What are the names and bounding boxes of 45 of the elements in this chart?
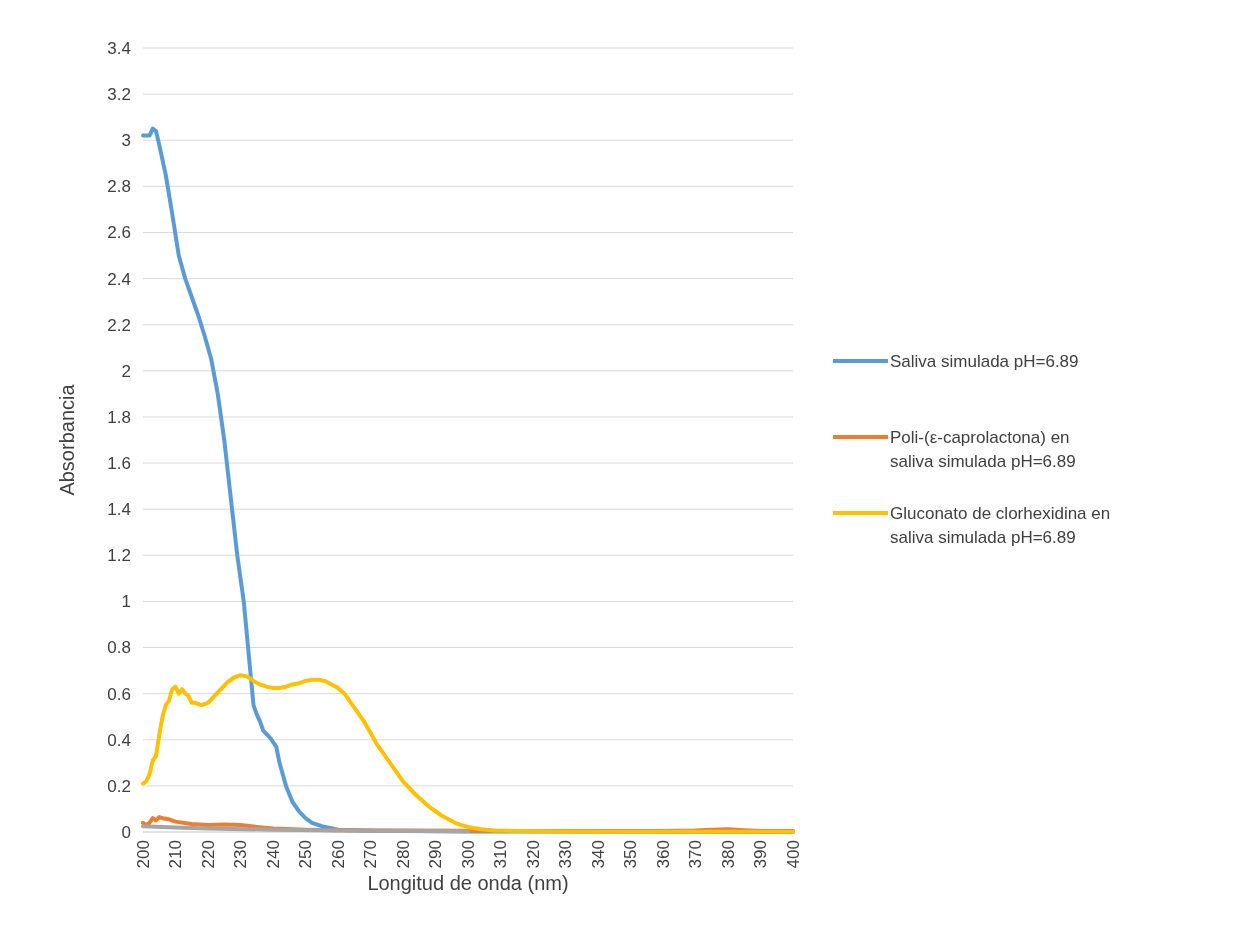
y-tick-label: 0.8	[107, 638, 131, 658]
y-tick-label: 0	[121, 822, 131, 842]
x-tick-label: 330	[556, 840, 576, 869]
y-tick-label: 2.4	[107, 269, 131, 289]
x-tick-label: 200	[133, 840, 153, 869]
x-tick-label: 300	[458, 840, 478, 869]
y-tick-label: 1.6	[107, 454, 131, 474]
y-tick-label: 3.2	[107, 85, 131, 105]
y-tick-label: 0.6	[107, 684, 131, 704]
y-tick-label: 3	[121, 131, 131, 151]
x-tick-label: 320	[523, 840, 543, 869]
x-tick-label: 250	[296, 840, 316, 869]
x-axis-title: Longitud de onda (nm)	[367, 872, 569, 894]
x-tick-label: 390	[751, 840, 771, 869]
y-tick-label: 2.6	[107, 223, 131, 243]
x-tick-label: 290	[426, 840, 446, 869]
x-tick-label: 240	[263, 840, 283, 869]
y-tick-label: 1.2	[107, 546, 131, 566]
x-tick-label: 220	[198, 840, 218, 869]
x-tick-label: 270	[361, 840, 381, 869]
y-tick-label: 1	[121, 592, 131, 612]
legend-label: Saliva simulada pH=6.89	[890, 352, 1079, 371]
x-tick-label: 230	[231, 840, 251, 869]
line-series	[141, 673, 795, 834]
x-tick-label: 380	[718, 840, 738, 869]
x-tick-label: 310	[491, 840, 511, 869]
x-tick-label: 210	[166, 840, 186, 869]
x-tick-label: 400	[783, 840, 803, 869]
y-tick-label: 1.8	[107, 407, 131, 427]
x-tick-label: 260	[328, 840, 348, 869]
y-tick-label: 3.4	[107, 38, 131, 58]
legend-label: Poli-(ε-caprolactona) en saliva simulada pH=6.89	[890, 428, 1076, 471]
legend-label: Gluconato de clorhexidina en saliva simulada pH=6.89	[890, 504, 1111, 547]
y-tick-label: 2	[121, 361, 131, 381]
x-tick-label: 340	[588, 840, 608, 869]
y-tick-label: 1.4	[107, 500, 131, 520]
x-tick-label: 350	[621, 840, 641, 869]
x-tick-label: 370	[686, 840, 706, 869]
x-tick-label: 360	[653, 840, 673, 869]
x-tick-label: 280	[393, 840, 413, 869]
y-tick-label: 0.4	[107, 730, 131, 750]
y-tick-label: 2.2	[107, 315, 131, 335]
y-axis-title: Absorbancia	[56, 383, 78, 496]
y-tick-label: 2.8	[107, 177, 131, 197]
y-tick-label: 0.2	[107, 776, 131, 796]
